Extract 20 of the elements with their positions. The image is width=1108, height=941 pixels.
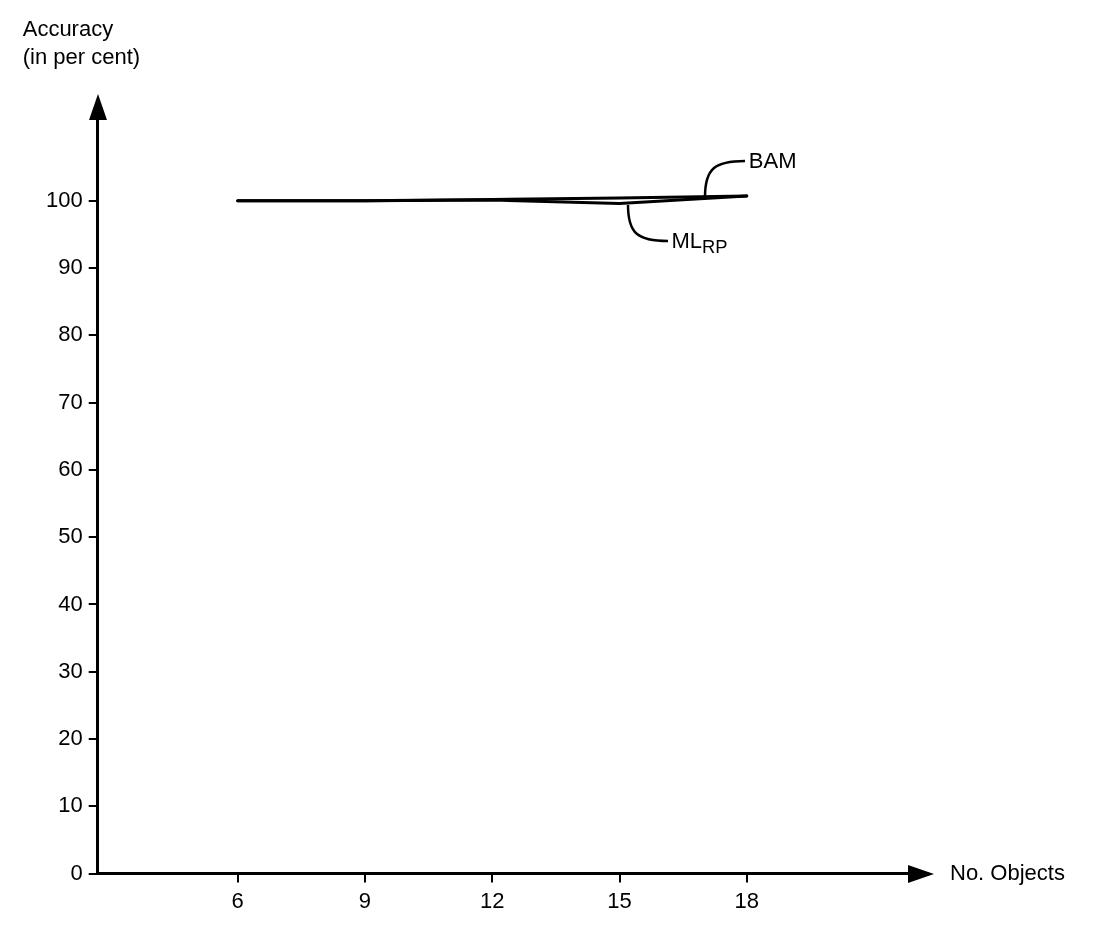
y-tick-label: 0 [70, 859, 83, 885]
y-tick-label: 50 [58, 523, 83, 549]
x-tick-label: 18 [734, 887, 760, 913]
series-label: ML$_{RP}$ [671, 228, 728, 258]
y-tick-label: 90 [58, 254, 83, 280]
y-tick-label: 100 [45, 186, 83, 212]
x-tick-label: 9 [358, 887, 372, 913]
y-tick-label: 30 [58, 657, 83, 683]
y-tick-label: 20 [58, 725, 83, 751]
y-tick-label: 70 [58, 388, 83, 414]
x-axis-title: No. Objects [950, 859, 1065, 885]
y-tick-label: 80 [58, 321, 83, 347]
y-axis-title: Accuracy (in per cent) [22, 16, 141, 69]
x-tick-label: 15 [607, 887, 632, 913]
y-tick-label: 60 [58, 455, 83, 481]
y-tick-label: 40 [58, 590, 83, 616]
x-tick-label: 6 [231, 887, 244, 913]
x-tick-label: 12 [480, 887, 505, 913]
y-tick-label: 10 [58, 792, 83, 818]
series-label: BAM [748, 147, 797, 173]
